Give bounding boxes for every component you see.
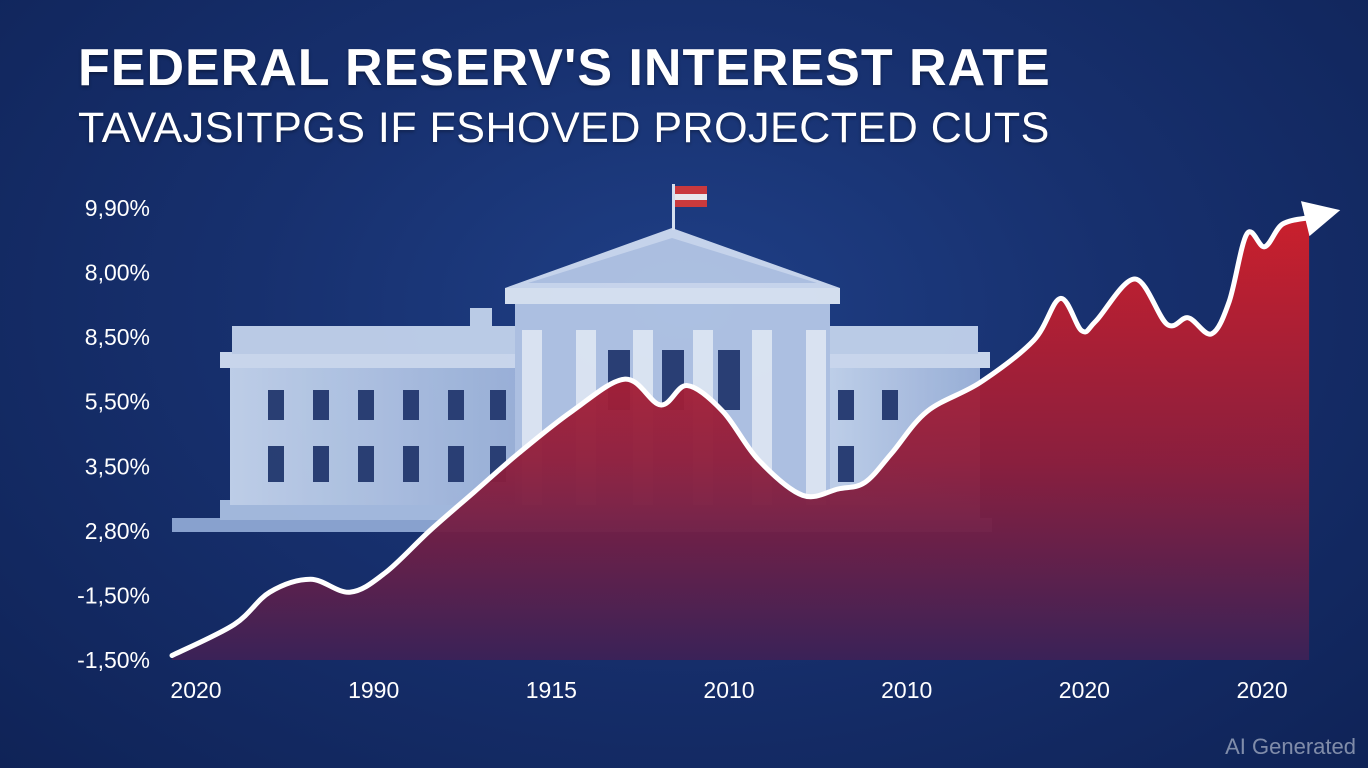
- y-tick-label: -1,50%: [77, 647, 150, 673]
- y-tick-label: 2,80%: [85, 518, 150, 544]
- x-tick-label: 2010: [881, 677, 932, 703]
- chart-title: FEDERAL RESERV'S INTEREST RATE: [78, 39, 1051, 97]
- trend-arrow-head-icon: [1300, 201, 1341, 237]
- y-tick-label: 8,50%: [85, 324, 150, 350]
- x-tick-label: 2020: [1059, 677, 1110, 703]
- ai-generated-watermark: AI Generated: [1225, 734, 1356, 759]
- trend-arrow-shaft: [1304, 215, 1310, 222]
- x-tick-label: 1915: [526, 677, 577, 703]
- rate-line: [169, 215, 1312, 658]
- y-tick-label: -1,50%: [77, 582, 150, 608]
- x-tick-label: 2020: [170, 677, 221, 703]
- y-tick-label: 3,50%: [85, 453, 150, 479]
- y-tick-label: 9,90%: [85, 195, 150, 221]
- y-tick-label: 8,00%: [85, 260, 150, 286]
- x-tick-label: 2020: [1236, 677, 1287, 703]
- chart-subtitle: TAVAJSITPGS IF FSHOVED PROJECTED CUTS: [78, 104, 1050, 152]
- y-tick-label: 5,50%: [85, 389, 150, 415]
- x-tick-label: 2010: [703, 677, 754, 703]
- x-axis-ticks: 2020 1990 1915 2010 2010 2020 2020: [170, 677, 1287, 703]
- y-axis-ticks: 9,90% 8,00% 8,50% 5,50% 3,50% 2,80% -1,50% -1,5…: [77, 195, 150, 673]
- x-tick-label: 1990: [348, 677, 399, 703]
